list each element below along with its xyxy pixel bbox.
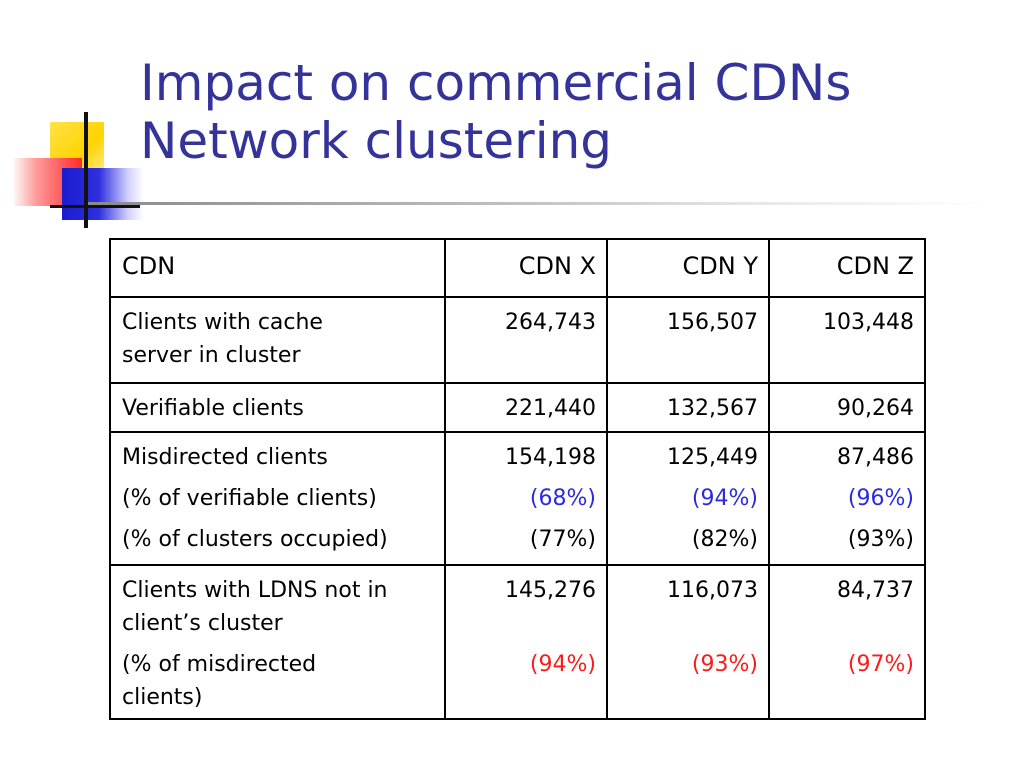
header-cell-cdn: CDN [109,238,446,298]
value-pct-misdirected: (93%) [691,652,758,677]
value-cell: 264,743 [444,296,608,384]
header-cell-cdn-y: CDN Y [606,238,770,298]
row-label-line: (% of misdirected [122,652,317,677]
table-row: Clients with LDNS not in client’s cluste… [109,564,926,720]
value-cell: 90,264 [768,382,926,433]
row-label-line: server in cluster [122,343,301,368]
slide-logo-graphic [0,0,150,240]
row-label-line: Misdirected clients [122,445,328,470]
value-cell: 116,073 (93%) [606,564,770,720]
value-cell: 154,198 (68%) (77%) [444,431,608,566]
row-label-cache-clients: Clients with cache server in cluster [109,296,446,384]
row-label-line: Clients with cache [122,310,323,335]
row-label-line: clients) [122,685,203,710]
table-row: Clients with cache server in cluster 264… [109,296,926,384]
value-pct-clusters: (77%) [529,527,596,552]
cdn-table: CDN CDN X CDN Y CDN Z Clients with cache… [109,238,926,720]
row-label-line: (% of verifiable clients) [122,486,377,511]
header-cell-cdn-x: CDN X [444,238,608,298]
value-pct-misdirected: (94%) [529,652,596,677]
value-cell: 103,448 [768,296,926,384]
value-cell: 156,507 [606,296,770,384]
title-divider [88,202,988,205]
value-cell: 87,486 (96%) (93%) [768,431,926,566]
slide-title: Impact on commercial CDNs Network cluste… [140,54,851,170]
value-pct-verifiable: (94%) [691,486,758,511]
value-cell: 221,440 [444,382,608,433]
logo-vertical-line [84,112,88,228]
value-count: 145,276 [505,578,596,603]
value-pct-verifiable: (68%) [529,486,596,511]
value-count: 154,198 [505,445,596,470]
value-cell: 84,737 (97%) [768,564,926,720]
row-label-ldns-not-in-cluster: Clients with LDNS not in client’s cluste… [109,564,446,720]
value-count: 84,737 [837,578,914,603]
value-pct-clusters: (82%) [691,527,758,552]
row-label-line: client’s cluster [122,611,283,636]
row-label-line: Clients with LDNS not in [122,578,388,603]
value-count: 116,073 [667,578,758,603]
table-row: Verifiable clients 221,440 132,567 90,26… [109,382,926,433]
title-line-2: Network clustering [140,112,613,170]
row-label-line: (% of clusters occupied) [122,527,388,552]
value-cell: 125,449 (94%) (82%) [606,431,770,566]
value-cell: 145,276 (94%) [444,564,608,720]
value-count: 87,486 [837,445,914,470]
row-label-verifiable-clients: Verifiable clients [109,382,446,433]
value-count: 125,449 [667,445,758,470]
value-cell: 132,567 [606,382,770,433]
row-label-misdirected-clients: Misdirected clients (% of verifiable cli… [109,431,446,566]
value-pct-verifiable: (96%) [847,486,914,511]
title-line-1: Impact on commercial CDNs [140,54,852,112]
value-pct-clusters: (93%) [847,527,914,552]
header-cell-cdn-z: CDN Z [768,238,926,298]
table-row: Misdirected clients (% of verifiable cli… [109,431,926,566]
table-header-row: CDN CDN X CDN Y CDN Z [109,238,926,298]
logo-horizontal-line [50,205,140,208]
logo-blue-square [62,168,144,220]
value-pct-misdirected: (97%) [847,652,914,677]
